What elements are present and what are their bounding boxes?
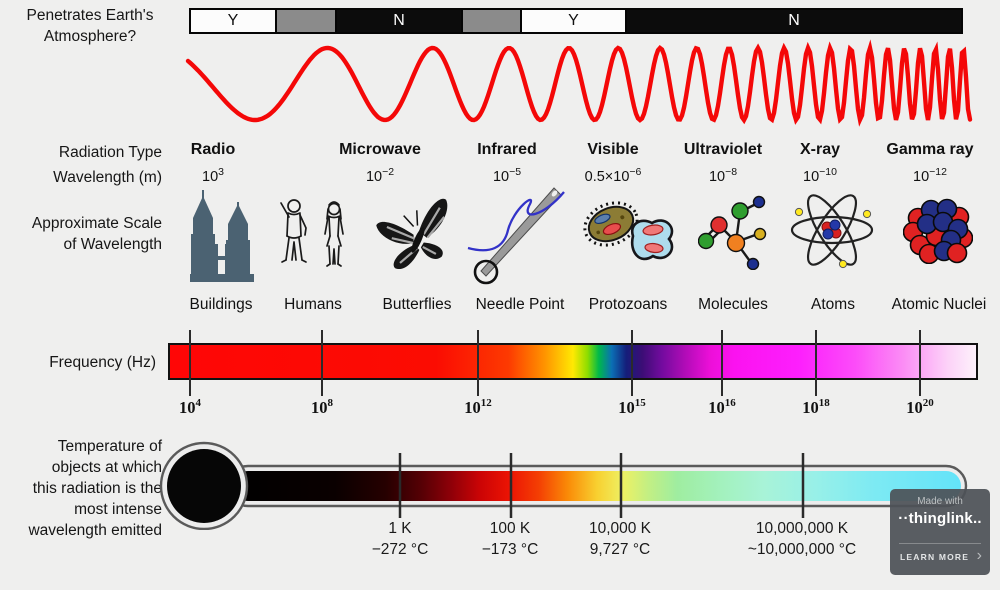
atom-icon: [790, 194, 874, 269]
frequency-value: 1015: [618, 397, 646, 417]
frequency-tick: [189, 330, 191, 396]
atomic-nuclei-icon: [903, 198, 973, 264]
wavelength-row-label: Wavelength (m): [53, 169, 162, 186]
wavelength-gammaray: 10−12: [913, 166, 947, 185]
badge-divider: [899, 543, 981, 544]
wavelength-xray: 10−10: [803, 166, 837, 185]
thermometer-icon: [159, 441, 968, 530]
temperature-value: 10,000 K 9,727 °C: [588, 520, 652, 558]
frequency-value: 1018: [802, 397, 830, 417]
atmosphere-segment-yes: Y: [520, 10, 625, 32]
temperature-value: 10,000,000 K ~10,000,000 °C: [747, 520, 857, 558]
scale-molecules: Molecules: [698, 296, 768, 313]
wavelength-visible: 0.5×10−6: [584, 166, 642, 185]
atmosphere-segment-partial: [461, 10, 520, 32]
frequency-value: 104: [179, 397, 201, 417]
type-infrared: Infrared: [477, 141, 537, 158]
temperature-value: 1 K −272 °C: [371, 520, 429, 558]
frequency-tick: [721, 330, 723, 396]
chevron-right-icon[interactable]: ›: [976, 547, 982, 564]
wavelength-radio: 103: [202, 166, 224, 185]
thinglink-badge[interactable]: Made with ··thinglink.. LEARN MORE ›: [890, 489, 990, 575]
type-radio: Radio: [190, 141, 236, 158]
atmosphere-segment-yes: Y: [191, 10, 275, 32]
scale-humans: Humans: [284, 296, 342, 313]
wavelength-microwave: 10−2: [365, 166, 395, 185]
made-with-label: Made with: [917, 496, 963, 507]
scale-butterflies: Butterflies: [382, 296, 452, 313]
frequency-tick: [477, 330, 479, 396]
frequency-tick: [321, 330, 323, 396]
buildings-icon: [190, 190, 254, 282]
scale-protozoans: Protozoans: [588, 296, 668, 313]
thinglink-logo: ··thinglink..: [898, 510, 982, 527]
type-xray: X-ray: [799, 141, 841, 158]
wavelength-infrared: 10−5: [492, 166, 522, 185]
type-microwave: Microwave: [339, 141, 421, 158]
scale-buildings: Buildings: [189, 296, 253, 313]
frequency-tick: [631, 330, 633, 396]
temperature-value: 100 K −173 °C: [481, 520, 539, 558]
wavelength-ultraviolet: 10−8: [708, 166, 738, 185]
frequency-value: 1016: [708, 397, 736, 417]
atmosphere-penetration-bar: Y N Y N: [189, 8, 963, 34]
molecules-icon: [698, 195, 767, 270]
frequency-gradient-bar: [168, 343, 978, 380]
scale-needle-point: Needle Point: [475, 296, 565, 313]
humans-icon: [280, 199, 344, 267]
type-ultraviolet: Ultraviolet: [683, 141, 763, 158]
frequency-value: 108: [311, 397, 333, 417]
type-visible: Visible: [587, 141, 639, 158]
scale-atomic-nuclei: Atomic Nuclei: [891, 296, 987, 313]
protozoans-icon: [583, 201, 674, 261]
frequency-row-label: Frequency (Hz): [49, 354, 156, 371]
type-gammaray: Gamma ray: [886, 141, 974, 158]
frequency-tick: [919, 330, 921, 396]
em-wave-icon: [185, 39, 973, 127]
needle-icon: [467, 187, 565, 285]
atmosphere-segment-partial: [275, 10, 335, 32]
atmosphere-question-line1: Penetrates Earth's: [26, 7, 154, 24]
radiation-type-row-label: Radiation Type: [58, 144, 162, 161]
atmosphere-question-label: Penetrates Earth's Atmosphere?: [2, 5, 178, 47]
atmosphere-question-line2: Atmosphere?: [43, 28, 137, 45]
atmosphere-segment-no: N: [625, 10, 961, 32]
frequency-value: 1020: [906, 397, 934, 417]
scale-atoms: Atoms: [811, 296, 855, 313]
atmosphere-segment-no: N: [335, 10, 461, 32]
butterfly-icon: [376, 198, 448, 270]
frequency-tick: [815, 330, 817, 396]
learn-more-button[interactable]: LEARN MORE: [900, 552, 970, 562]
temperature-row-label: Temperature of objects at which this rad…: [28, 438, 162, 539]
approx-scale-row-label: Approximate Scale of Wavelength: [31, 215, 162, 253]
frequency-value: 1012: [464, 397, 492, 417]
